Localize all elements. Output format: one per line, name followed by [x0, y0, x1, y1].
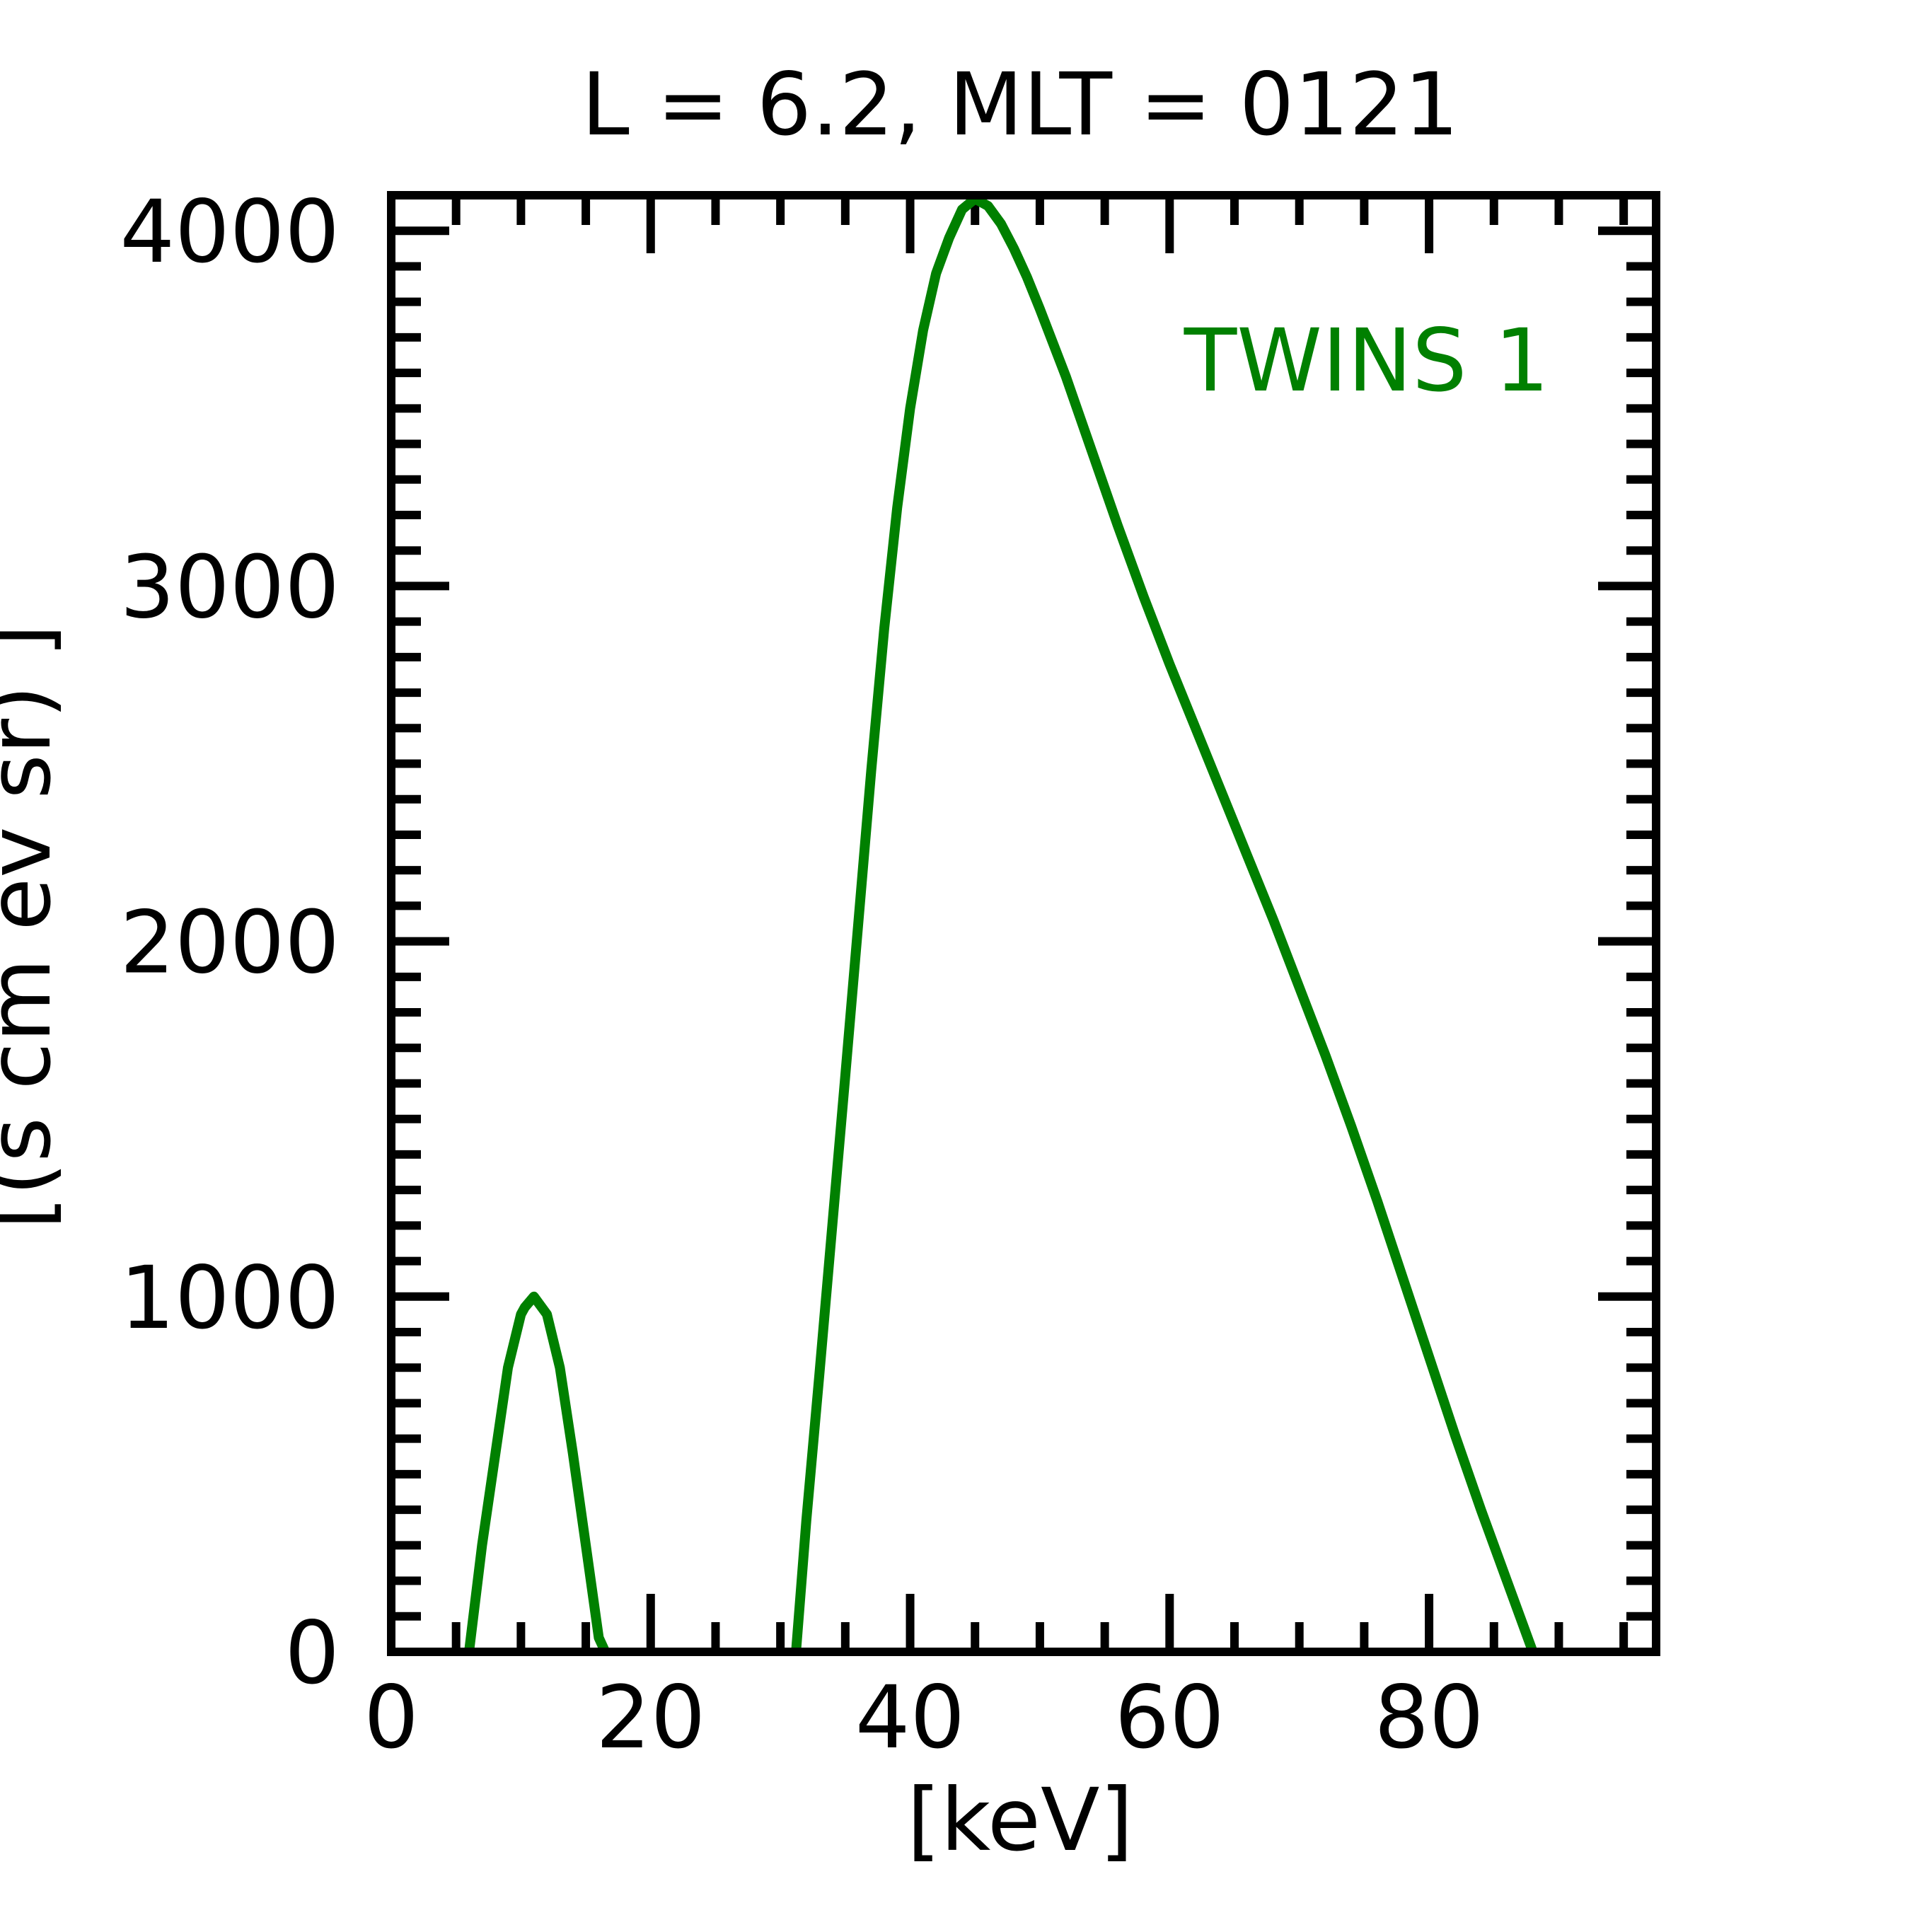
y-tick-label: 3000: [120, 537, 340, 637]
series-line-twins-1-segment-1: [464, 1291, 610, 1652]
x-tick-label: 20: [596, 1667, 705, 1768]
x-tick-label: 0: [364, 1667, 419, 1768]
x-axis-label: [keV]: [907, 1770, 1133, 1870]
y-tick-label: 0: [284, 1603, 340, 1703]
axis-ticks: [387, 191, 1656, 1656]
series-line-twins-1-segment-2: [791, 195, 1539, 1652]
x-tick-label: 40: [855, 1667, 965, 1768]
x-tick-label: 80: [1374, 1667, 1483, 1768]
y-tick-label: 1000: [120, 1248, 340, 1348]
axis-tick-labels: 0 20 40 60 80 0 1000 2000 3000 4000: [120, 182, 1484, 1768]
y-tick-label: 2000: [120, 893, 340, 993]
plot-series: [464, 195, 1539, 1652]
chart-title: L = 6.2, MLT = 0121: [582, 54, 1459, 155]
y-axis-label: [(s cm ev sr) ]: [0, 624, 70, 1230]
plot-frame: [387, 191, 1660, 1656]
x-tick-label: 60: [1115, 1667, 1225, 1768]
y-tick-label: 4000: [120, 182, 340, 282]
legend-entry-twins-1: TWINS 1: [1184, 311, 1549, 411]
